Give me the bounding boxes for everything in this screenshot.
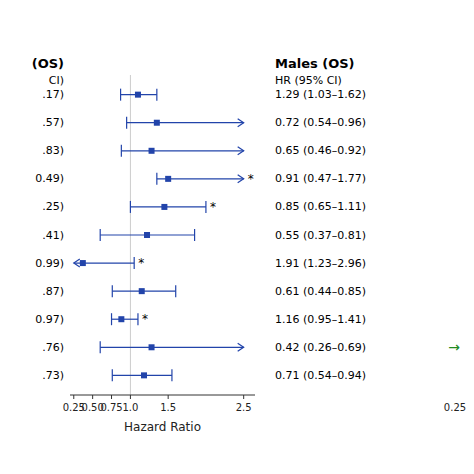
x-axis-label: Hazard Ratio	[124, 420, 201, 434]
left-label: .87)	[42, 285, 64, 298]
left-label: .83)	[42, 144, 64, 157]
tick-mark	[168, 395, 169, 399]
right-label: 0.61 (0.44–0.85)	[275, 285, 366, 298]
ci-cap	[111, 313, 112, 325]
left-label: .25)	[42, 200, 64, 213]
left-label: .57)	[42, 116, 64, 129]
point-estimate	[139, 288, 145, 294]
tick-label: 1.0	[122, 402, 138, 413]
significance-star: *	[248, 172, 254, 186]
ci-cap	[100, 229, 101, 241]
ci-cap	[130, 201, 131, 213]
significance-star: *	[142, 312, 148, 326]
tick-label: 0.75	[100, 402, 122, 413]
significance-star: *	[138, 256, 144, 270]
tick-mark	[243, 395, 244, 399]
point-estimate	[141, 372, 147, 378]
tick-mark	[130, 395, 131, 399]
left-subtitle: CI)	[49, 74, 64, 87]
ci-arrow	[74, 259, 80, 267]
ci-cap	[194, 229, 195, 241]
right-label: 1.91 (1.23–2.96)	[275, 257, 366, 270]
left-label: 0.99)	[35, 257, 64, 270]
ci-cap	[100, 341, 101, 353]
ci-cap	[156, 89, 157, 101]
right-label: 0.42 (0.26–0.69)	[275, 341, 366, 354]
left-label: 0.49)	[35, 172, 64, 185]
left-label: .73)	[42, 369, 64, 382]
x-axis: 0.250.500.751.01.52.5	[63, 395, 255, 413]
left-label: .41)	[42, 229, 64, 242]
right-label: 0.91 (0.47–1.77)	[275, 172, 366, 185]
tick-mark	[73, 395, 74, 399]
ci-arrow	[238, 175, 244, 183]
ci-cap	[112, 285, 113, 297]
left-label: .76)	[42, 341, 64, 354]
point-estimate	[149, 148, 155, 154]
ci-line	[112, 319, 138, 320]
subtitle: HR (95% CI)	[275, 74, 342, 87]
ci-line	[130, 206, 206, 207]
point-estimate	[118, 316, 124, 322]
ci-cap	[137, 313, 138, 325]
ci-cap	[171, 369, 172, 381]
ci-line	[121, 150, 243, 151]
left-title: (OS)	[32, 56, 64, 71]
marks	[74, 89, 244, 382]
ci-cap	[134, 257, 135, 269]
ci-cap	[121, 145, 122, 157]
green-arrow: →	[448, 339, 460, 355]
ci-cap	[175, 285, 176, 297]
point-estimate	[135, 92, 141, 98]
right-label: 1.16 (0.95–1.41)	[275, 313, 366, 326]
tick-mark	[111, 395, 112, 399]
right-label: 0.72 (0.54–0.96)	[275, 116, 366, 129]
right-label: 0.71 (0.54–0.94)	[275, 369, 366, 382]
ci-cap	[120, 89, 121, 101]
tick-mark	[92, 395, 93, 399]
ci-cap	[156, 173, 157, 185]
point-estimate	[149, 344, 155, 350]
title: Males (OS)	[275, 56, 355, 71]
right-label: 1.29 (1.03–1.62)	[275, 88, 366, 101]
chart: 0.250.500.751.01.52.5Hazard Ratio****.17…	[0, 0, 474, 474]
right-label: 0.55 (0.37–0.81)	[275, 229, 366, 242]
ci-cap	[112, 369, 113, 381]
point-estimate	[80, 260, 86, 266]
point-estimate	[165, 176, 171, 182]
ci-cap	[205, 201, 206, 213]
point-estimate	[161, 204, 167, 210]
ci-arrow	[238, 147, 244, 155]
ci-cap	[126, 117, 127, 129]
axis-line	[70, 395, 255, 396]
tick-label: 2.5	[236, 402, 252, 413]
ci-arrow	[238, 119, 244, 127]
point-estimate	[154, 120, 160, 126]
ci-line	[127, 122, 244, 123]
point-estimate	[144, 232, 150, 238]
right-label: 0.65 (0.46–0.92)	[275, 144, 366, 157]
left-label: 0.97)	[35, 313, 64, 326]
significance-star: *	[210, 200, 216, 214]
ci-line	[100, 347, 243, 348]
ci-arrow	[238, 343, 244, 351]
corner-label: 0.25	[444, 402, 466, 413]
left-label: .17)	[42, 88, 64, 101]
right-label: 0.85 (0.65–1.11)	[275, 200, 366, 213]
tick-label: 1.5	[160, 402, 176, 413]
